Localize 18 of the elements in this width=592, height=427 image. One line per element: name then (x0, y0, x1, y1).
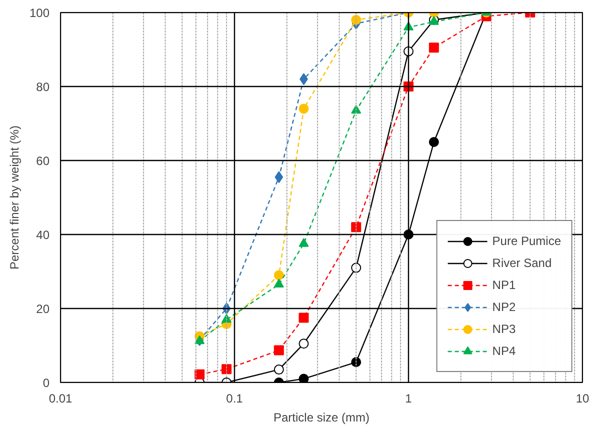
legend-label: NP1 (492, 278, 516, 292)
legend-label: River Sand (492, 256, 552, 270)
x-axis-title: Particle size (mm) (273, 410, 370, 424)
y-tick-label: 80 (36, 80, 50, 94)
y-tick-label: 100 (29, 6, 50, 20)
x-tick-label: 0.01 (48, 392, 73, 406)
legend-label: NP3 (492, 322, 516, 336)
x-tick-label: 0.1 (226, 392, 244, 406)
x-tick-label: 1 (405, 392, 412, 406)
y-tick-label: 0 (42, 376, 50, 390)
y-tick-label: 20 (36, 302, 50, 316)
y-tick-label: 40 (36, 228, 50, 242)
legend-label: Pure Pumice (492, 234, 561, 248)
legend-label: NP4 (492, 344, 516, 358)
legend-label: NP2 (492, 300, 516, 314)
y-axis-title: Percent finer by weight (%) (7, 125, 22, 270)
x-tick-label: 10 (576, 392, 590, 406)
y-tick-label: 60 (36, 154, 50, 168)
